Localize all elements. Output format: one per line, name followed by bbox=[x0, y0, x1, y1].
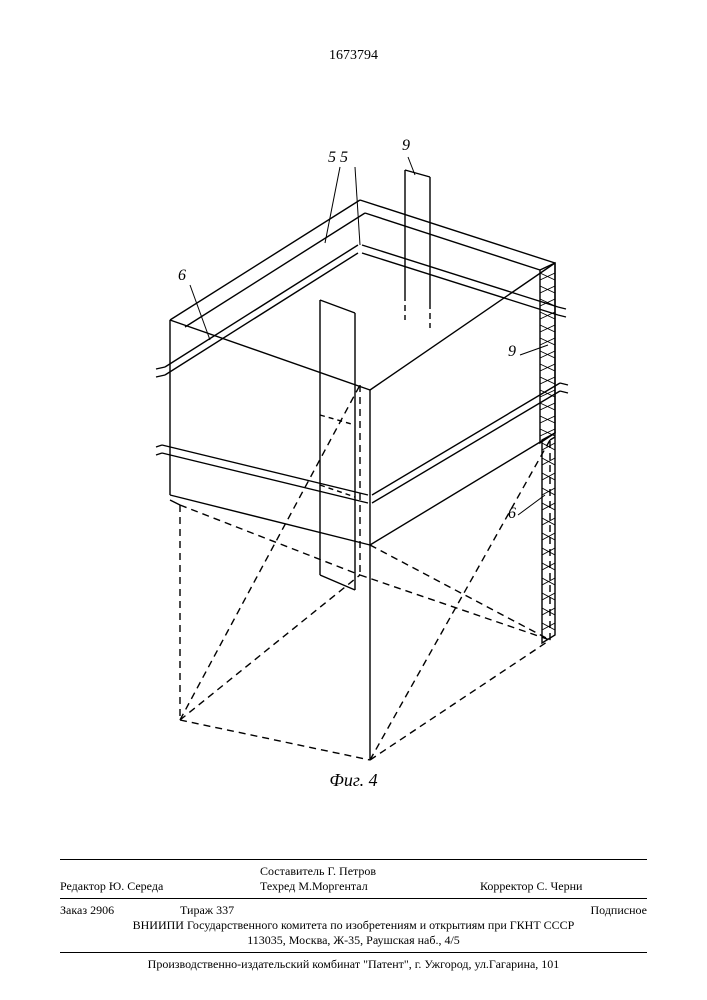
order-number: 2906 bbox=[90, 903, 114, 917]
figure-caption: Фиг. 4 bbox=[0, 770, 707, 791]
org-line-2: 113035, Москва, Ж-35, Раушская наб., 4/5 bbox=[60, 933, 647, 948]
label-9-top: 9 bbox=[402, 137, 410, 155]
compiler-name: Г. Петров bbox=[327, 864, 376, 878]
editor-name: Ю. Середа bbox=[109, 879, 163, 893]
imprint-footer: Редактор Ю. Середа Составитель Г. Петров… bbox=[60, 855, 647, 972]
label-9-right: 9 bbox=[508, 343, 516, 361]
page-number: 1673794 bbox=[0, 48, 707, 64]
label-6-right: 6 bbox=[508, 505, 516, 523]
corrector-label: Корректор bbox=[480, 879, 534, 893]
tirazh-label: Тираж bbox=[180, 903, 213, 917]
label-6-left: 6 bbox=[178, 267, 186, 285]
order-label: Заказ bbox=[60, 903, 87, 917]
subscription: Подписное bbox=[591, 903, 648, 917]
technical-figure: 9 5 5 6 9 6 bbox=[110, 145, 590, 765]
org-line-1: ВНИИПИ Государственного комитета по изоб… bbox=[60, 918, 647, 933]
techred-label: Техред bbox=[260, 879, 295, 893]
compiler-label: Составитель bbox=[260, 864, 324, 878]
press-line: Производственно-издательский комбинат "П… bbox=[60, 957, 647, 972]
editor-label: Редактор bbox=[60, 879, 106, 893]
corrector-name: С. Черни bbox=[537, 879, 583, 893]
techred-name: М.Моргентал bbox=[298, 879, 367, 893]
tirazh-number: 337 bbox=[216, 903, 234, 917]
label-55: 5 5 bbox=[328, 149, 348, 167]
